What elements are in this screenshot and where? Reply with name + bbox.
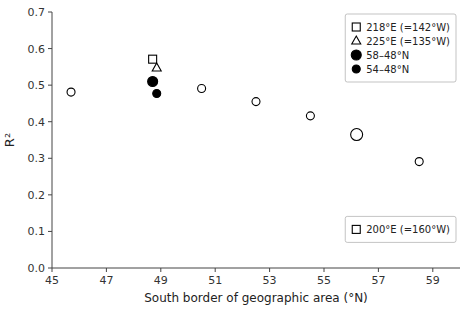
y-tick [48,48,52,49]
legend: 200°E (=160°W) [345,216,456,242]
y-tick-label: 0.3 [28,152,46,165]
x-tick-label: 55 [317,274,331,287]
points [67,55,423,165]
x-tick-label: 45 [45,274,59,287]
y-tick [48,121,52,122]
point [351,129,363,141]
legend-label: 218°E (=142°W) [366,22,450,33]
x-tick-label: 51 [208,274,222,287]
legend-label: 54–48°N [366,64,409,75]
legend-label: 225°E (=135°W) [366,36,450,47]
x-tick-label: 53 [263,274,277,287]
y-tick-label: 0.6 [28,43,46,56]
legend: 218°E (=142°W) 225°E (=135°W) 58–48°N 54–48… [345,14,456,82]
y-tick-label: 0.5 [28,79,46,92]
y-tick [48,85,52,86]
legend-marker [352,36,361,44]
y-tick [48,12,52,13]
legend-marker [351,50,361,60]
y-axis-label: R² [2,133,17,147]
x-tick [432,268,433,272]
y-tick-label: 0.0 [28,262,46,275]
point [149,55,157,63]
x-tick-label: 47 [99,274,113,287]
legend-frame [345,14,456,82]
y-tick-label: 0.7 [28,6,46,19]
y-tick [48,268,52,269]
legend-label: 200°E (=160°W) [366,224,450,235]
y-tick-label: 0.4 [28,116,46,129]
legend-marker [352,225,360,233]
y-tick-label: 0.1 [28,225,46,238]
legend-marker [352,23,360,31]
legend-frame [345,216,456,242]
x-tick [378,268,379,272]
x-tick [160,268,161,272]
point [153,90,161,98]
y-tick-label: 0.2 [28,189,46,202]
x-tick [269,268,270,272]
x-tick [215,268,216,272]
point [152,63,161,71]
x-tick-label: 57 [371,274,385,287]
point [148,76,158,86]
x-tick [52,268,53,272]
y-tick [48,194,52,195]
point [198,84,206,92]
point [67,88,75,96]
x-tick-label: 49 [154,274,168,287]
x-tick-label: 59 [426,274,440,287]
point [306,112,314,120]
x-axis-line [52,268,460,269]
x-tick [324,268,325,272]
chart: 45 47 49 51 53 55 57 59 0.0 0.1 0.2 0.3 0.4 0.5 0.6 0.7… [0,0,474,310]
y-tick [48,158,52,159]
legend-label: 58–48°N [366,50,409,61]
point [415,158,423,166]
legend-marker [352,65,360,73]
x-axis-label: South border of geographic area (°N) [144,291,368,305]
y-tick [48,231,52,232]
x-tick [106,268,107,272]
y-axis-line [52,12,53,268]
point [252,98,260,106]
